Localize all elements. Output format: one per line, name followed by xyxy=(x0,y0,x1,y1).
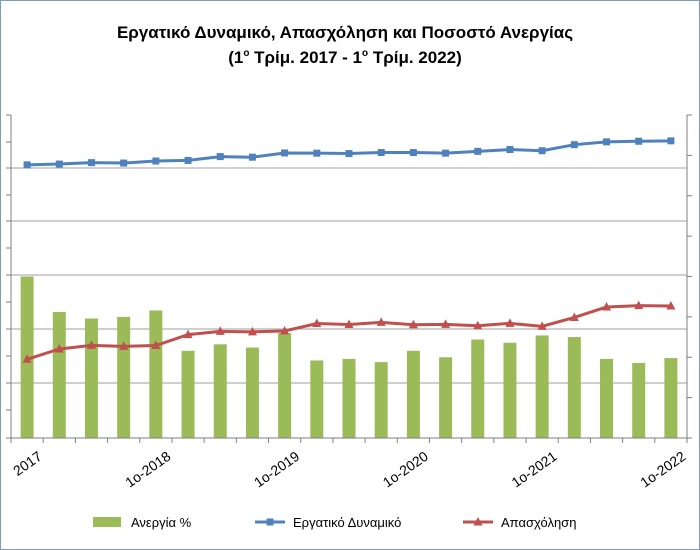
labour-force-point xyxy=(570,141,578,149)
legend-swatch-unemployment xyxy=(93,517,121,527)
labour-force-point xyxy=(474,147,482,155)
unemployment-bar xyxy=(84,318,98,438)
unemployment-bar xyxy=(664,358,678,438)
employment-point xyxy=(408,319,418,329)
labour-force-point xyxy=(538,147,546,155)
employment-point xyxy=(473,320,483,330)
employment-point xyxy=(602,301,612,311)
unemployment-bar xyxy=(439,357,453,438)
employment-point xyxy=(119,341,129,350)
unemployment-bar xyxy=(535,335,549,438)
unemployment-bar xyxy=(278,333,292,438)
unemployment-bar xyxy=(310,360,324,438)
employment-point xyxy=(280,326,290,335)
legend-label-labour-force: Εργατικό Δυναμικό xyxy=(293,515,401,530)
x-tick-label: 1ο-2020 xyxy=(380,448,431,491)
labour-force-point xyxy=(184,156,192,164)
employment-point xyxy=(376,317,386,326)
employment-point xyxy=(441,319,451,328)
unemployment-bar xyxy=(567,337,581,438)
x-tick-label: 1ο-2022 xyxy=(637,448,688,491)
unemployment-bar xyxy=(406,350,420,438)
chart-subtitle: (1ο Τρίμ. 2017 - 1ο Τρίμ. 2022) xyxy=(228,48,462,67)
unemployment-bar xyxy=(632,362,646,438)
employment-point xyxy=(22,354,32,363)
labour-force-point xyxy=(635,137,643,145)
labour-force-point xyxy=(120,159,128,167)
employment-point xyxy=(312,318,322,328)
labour-force-point xyxy=(667,137,675,145)
employment-point xyxy=(634,300,644,310)
unemployment-bar xyxy=(245,347,259,438)
x-tick-label: 2017 xyxy=(10,448,45,479)
unemployment-bar xyxy=(117,316,131,438)
employment-point xyxy=(666,300,676,310)
employment-point xyxy=(215,326,225,335)
unemployment-bar xyxy=(471,339,485,438)
labour-force-point xyxy=(55,160,63,168)
employment-point xyxy=(151,340,161,350)
labour-force-point xyxy=(442,149,450,157)
labour-force-point xyxy=(377,149,385,157)
labour-force-point xyxy=(313,149,321,157)
unemployment-bar xyxy=(52,312,66,438)
employment-point xyxy=(537,321,547,330)
x-tick-label: 1ο-2019 xyxy=(251,448,302,491)
unemployment-bar xyxy=(600,358,614,438)
labour-force-point xyxy=(216,153,224,161)
labour-force-point xyxy=(248,153,256,161)
labour-force-point xyxy=(87,159,95,167)
legend: Ανεργία % Εργατικό Δυναμικό Απασχόληση xyxy=(93,515,576,530)
unemployment-bar xyxy=(503,342,517,438)
employment-point xyxy=(86,340,96,349)
labour-force-point xyxy=(281,149,289,157)
unemployment-bar xyxy=(149,310,163,438)
unemployment-bar xyxy=(213,344,227,438)
legend-marker-employment xyxy=(473,517,483,526)
labour-force-point xyxy=(506,146,514,154)
labour-force-point xyxy=(23,161,31,169)
legend-marker-labour-force xyxy=(266,518,274,526)
legend-label-unemployment: Ανεργία % xyxy=(131,515,192,530)
labour-force-point xyxy=(603,138,611,146)
labour-force-point xyxy=(409,149,417,157)
x-tick-label: 1ο-2018 xyxy=(122,448,173,491)
unemployment-bar xyxy=(342,358,356,438)
employment-point xyxy=(247,326,257,336)
axes xyxy=(6,114,692,443)
employment-point xyxy=(54,343,64,353)
employment-point xyxy=(569,312,579,321)
employment-point xyxy=(344,319,354,329)
unemployment-bars xyxy=(20,276,678,438)
gridlines xyxy=(11,167,687,384)
unemployment-bar xyxy=(374,362,388,438)
legend-label-employment: Απασχόληση xyxy=(501,515,576,530)
x-tick-labels: 2017 1ο-2018 1ο-2019 1ο-2020 1ο-2021 1ο-2022 xyxy=(10,448,689,491)
employment-point xyxy=(183,329,193,339)
x-tick-label: 1ο-2021 xyxy=(508,448,559,491)
labour-force-point xyxy=(345,150,353,158)
series-lines xyxy=(22,137,676,363)
labour-force-point xyxy=(152,157,160,165)
chart-title: Εργατικό Δυναμικό, Απασχόληση και Ποσοστ… xyxy=(117,23,573,42)
employment-point xyxy=(505,318,515,327)
unemployment-bar xyxy=(181,350,195,438)
